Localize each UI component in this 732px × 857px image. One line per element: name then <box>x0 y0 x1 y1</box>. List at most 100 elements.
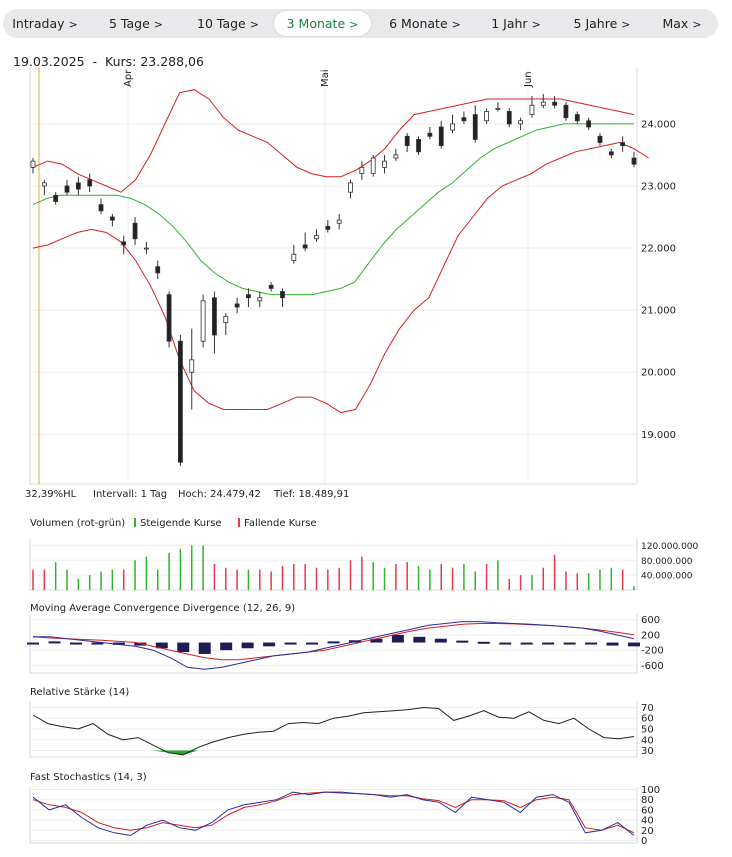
up-color-swatch <box>134 518 136 527</box>
candle-body <box>506 111 512 125</box>
rsi-tick-label: 50 <box>641 725 654 736</box>
macd-title: Moving Average Convergence Divergence (1… <box>30 603 296 614</box>
candle-body <box>53 194 59 202</box>
candle-body <box>132 222 138 240</box>
rsi-tick-label: 60 <box>641 714 654 725</box>
candle-body <box>393 154 399 159</box>
candle <box>166 291 172 348</box>
candle <box>450 114 455 134</box>
candle-body <box>41 182 47 187</box>
candle <box>529 95 535 118</box>
candle-body <box>291 253 297 261</box>
price-header: 19.03.2025 - Kurs: 23.288,06 <box>13 54 204 69</box>
candle <box>257 291 263 308</box>
volume-legend-down-label: Fallende Kurse <box>244 518 317 529</box>
price-value: Kurs: 23.288,06 <box>105 54 204 69</box>
macd-histogram-bar <box>112 642 125 645</box>
volume-legend-up: Steigende Kurse <box>134 518 222 529</box>
macd-histogram-bar <box>391 634 404 643</box>
candle-body <box>246 294 251 299</box>
macd-tick-label: 200 <box>641 630 660 641</box>
volume-legend-up-label: Steigende Kurse <box>140 518 222 529</box>
candle <box>370 154 376 177</box>
macd-histogram-bar <box>327 641 340 644</box>
tab-intraday[interactable]: Intraday > <box>3 11 87 36</box>
tab-1-jahr[interactable]: 1 Jahr > <box>477 11 555 36</box>
high-label: Hoch: 24.479,42 <box>178 489 261 500</box>
macd-histogram-bar <box>134 642 147 646</box>
candle <box>495 102 501 112</box>
candle <box>268 282 274 292</box>
stoch-tick-label: 0 <box>641 836 647 847</box>
rsi-tick-label: 40 <box>641 735 654 746</box>
stoch-tick-label: 20 <box>641 826 654 837</box>
candle-body <box>620 142 626 147</box>
candle <box>53 192 59 205</box>
candle <box>484 108 489 124</box>
candle-body <box>257 297 263 302</box>
candle <box>518 117 524 131</box>
candle <box>121 235 127 255</box>
macd-line <box>33 621 635 670</box>
candle <box>314 229 319 242</box>
candle <box>631 151 637 168</box>
candle-body <box>461 117 467 122</box>
candle-body <box>280 291 285 299</box>
candle <box>540 94 546 109</box>
stoch-tick-label: 60 <box>641 805 654 816</box>
tab-5-tage[interactable]: 5 Tage > <box>93 11 179 36</box>
candle <box>438 120 444 149</box>
candle-body <box>143 247 149 250</box>
candle <box>472 105 478 143</box>
tab-5-jahre[interactable]: 5 Jahre > <box>559 11 645 36</box>
candle-body <box>189 359 195 373</box>
macd-histogram-bar <box>563 642 576 645</box>
candle-body <box>98 204 104 212</box>
tab-label-1-jahr: 1 Jahr <box>491 16 528 31</box>
tab-max[interactable]: Max > <box>651 11 713 36</box>
candle-body <box>608 151 614 156</box>
candle-body <box>234 303 240 308</box>
tab-label-5-tage: 5 Tage <box>109 16 150 31</box>
tab-label-intraday: Intraday <box>12 16 65 31</box>
macd-histogram-bar <box>499 642 512 645</box>
candle-body <box>586 120 592 128</box>
candle <box>87 173 93 193</box>
tab-10-tage[interactable]: 10 Tage > <box>183 11 273 36</box>
tab-3-monate[interactable]: 3 Monate > <box>274 11 371 36</box>
candle-body <box>370 157 376 174</box>
candle <box>109 213 115 227</box>
tab-label-max: Max <box>662 16 689 31</box>
price-tick-label: 19.000 <box>641 430 676 441</box>
candle-body <box>382 160 387 168</box>
tab-6-monate[interactable]: 6 Monate > <box>375 11 475 36</box>
candle <box>189 328 195 410</box>
candle <box>280 288 285 308</box>
macd-tick-label: 600 <box>641 615 660 626</box>
stoch-title: Fast Stochastics (14, 3) <box>30 772 147 783</box>
macd-histogram-bar <box>220 642 233 651</box>
chevron-right-icon: > <box>153 18 163 31</box>
stoch-d-line <box>32 791 635 834</box>
candle-body <box>87 179 93 187</box>
candle <box>404 133 410 152</box>
candle <box>132 217 138 245</box>
candle-body <box>325 225 331 230</box>
candle <box>75 176 81 196</box>
candle-body <box>529 104 535 115</box>
candle-body <box>223 315 229 323</box>
candle-body <box>302 244 308 249</box>
candle-body <box>574 114 580 122</box>
macd-histogram-bar <box>434 638 447 643</box>
rsi-line <box>32 706 635 756</box>
volume-tick-label: 40.000.000 <box>641 572 693 582</box>
candle-body <box>30 160 36 168</box>
bollinger-lower-line <box>32 141 649 414</box>
candle-body <box>438 126 444 147</box>
candle-body <box>200 300 206 342</box>
candle <box>574 111 580 124</box>
price-tick-label: 20.000 <box>641 368 676 379</box>
candle-body <box>109 216 115 221</box>
month-label: Jun <box>523 71 534 88</box>
